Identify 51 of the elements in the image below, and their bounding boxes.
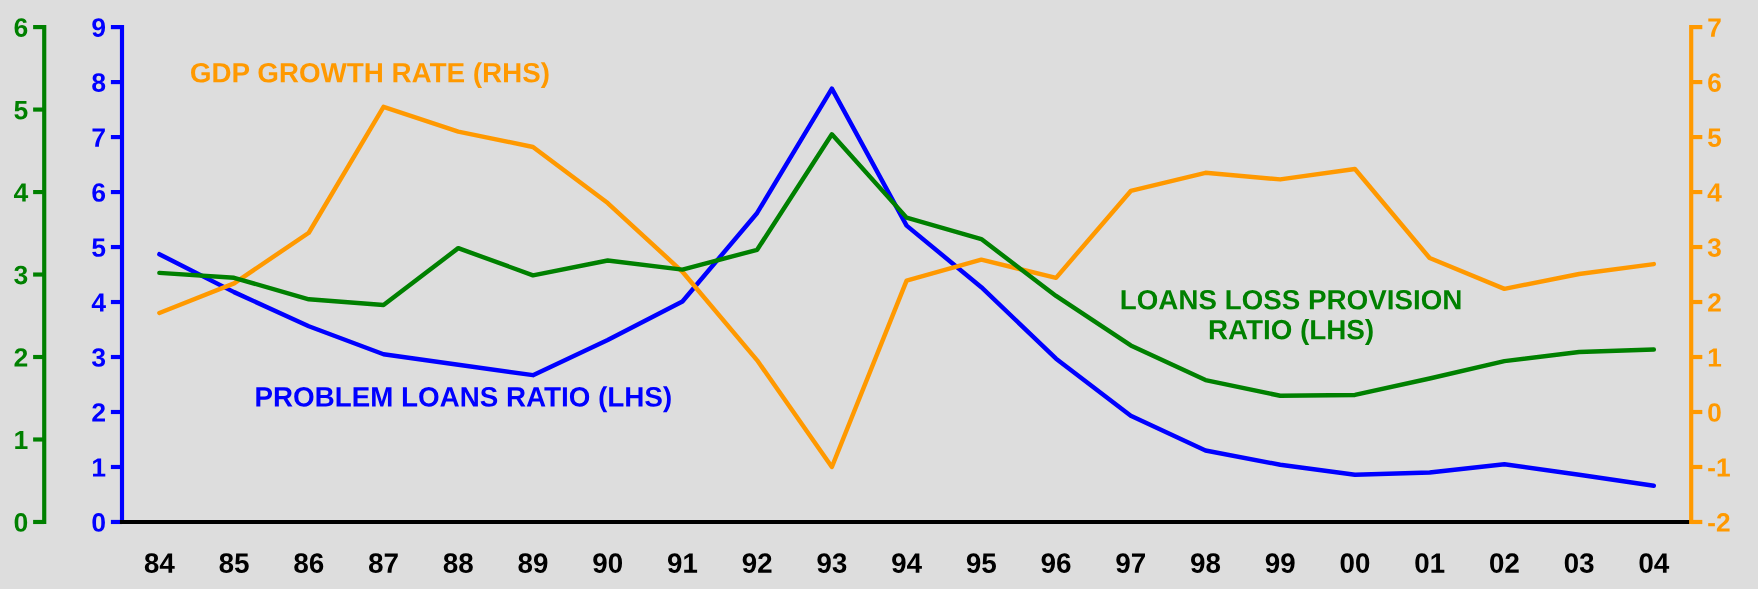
y2-tick-label: 5: [1707, 128, 1722, 147]
y2-tick-label: 4: [1707, 183, 1722, 202]
x-tick-label: 85: [219, 553, 249, 573]
x-tick-label: 87: [368, 553, 398, 573]
x-tick-label: 98: [1191, 553, 1221, 573]
x-tick-label: 97: [1116, 553, 1145, 573]
y3-tick-label: 0: [14, 513, 28, 532]
x-tick-label: 00: [1340, 553, 1370, 573]
x-tick-label: 92: [742, 553, 772, 573]
y3-tick-label: 6: [14, 18, 28, 37]
x-tick-label: 04: [1639, 553, 1670, 573]
x-tick-label: 93: [817, 553, 847, 573]
x-tick-label: 88: [443, 553, 473, 573]
y2-tick-label: 1: [1708, 348, 1722, 367]
x-tick-label: 90: [593, 553, 623, 573]
y2-tick-label: 7: [1708, 18, 1721, 37]
series-label: PROBLEM LOANS RATIO (LHS): [256, 386, 671, 413]
x-tick-label: 95: [966, 553, 996, 573]
y-tick-label: 8: [92, 73, 106, 92]
y3-tick-label: 4: [13, 183, 29, 202]
x-tick-label: 84: [144, 553, 175, 573]
y-tick-label: 9: [92, 18, 106, 37]
y2-tick-label: 2: [1708, 293, 1721, 312]
y-tick-label: 7: [92, 128, 105, 147]
x-tick-label: 91: [667, 553, 698, 573]
y-tick-label: 5: [92, 238, 106, 257]
y-tick-label: 0: [92, 513, 105, 532]
y-tick-label: 6: [92, 183, 106, 202]
series-label: GDP GROWTH RATE (RHS): [191, 62, 549, 89]
y2-tick-label: 3: [1707, 238, 1721, 257]
y2-tick-label: 0: [1708, 403, 1721, 422]
y-tick-label: 4: [91, 293, 106, 312]
y-tick-label: 3: [91, 348, 106, 367]
y3-tick-label: 3: [14, 265, 28, 285]
y-tick-label: 1: [93, 458, 106, 477]
x-tick-label: 94: [892, 553, 922, 573]
y3-tick-label: 2: [14, 348, 28, 367]
x-tick-label: 99: [1265, 553, 1295, 573]
x-tick-label: 01: [1415, 553, 1445, 573]
x-tick-label: 02: [1490, 553, 1519, 573]
y2-tick-label: 6: [1708, 73, 1721, 92]
x-tick-label: 86: [294, 553, 324, 573]
x-tick-label: 03: [1564, 553, 1594, 573]
x-tick-label: 89: [518, 553, 548, 573]
x-tick-label: 96: [1041, 553, 1071, 573]
y3-tick-label: 5: [14, 100, 28, 120]
y-tick-label: 2: [92, 403, 105, 422]
y3-tick-label: 1: [15, 430, 28, 450]
series-label: LOANS LOSS PROVISION RATIO (LHS): [1121, 289, 1461, 345]
y2-tick-label: -1: [1708, 458, 1730, 477]
y2-tick-label: -2: [1708, 513, 1730, 532]
